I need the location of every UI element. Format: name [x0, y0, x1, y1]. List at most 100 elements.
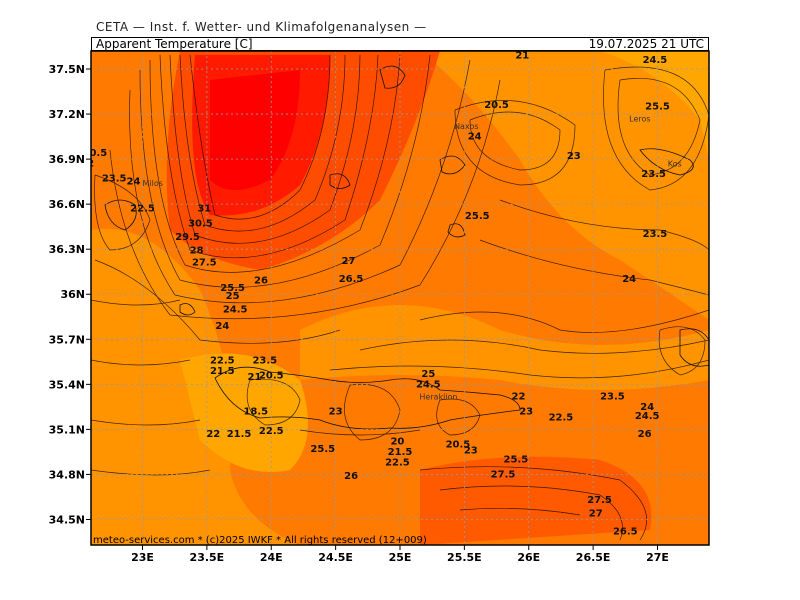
- lat-tick-label: 34.5N: [49, 513, 85, 526]
- contour-label: 20.5: [259, 370, 284, 381]
- lat-tick-label: 35.1N: [49, 423, 85, 436]
- contour-label: 30.5: [188, 219, 213, 230]
- contour-label: 24: [215, 321, 229, 332]
- axis-ticks: 23E 23.5E 24E 24.5E 25E 25.5E 26E 26.5E 27E 37.5N…: [49, 63, 669, 564]
- contour-label: 23: [567, 151, 581, 162]
- lat-tick-label: 37.2N: [49, 108, 85, 121]
- lon-tick-label: 27E: [646, 551, 669, 564]
- island-cyclades-1: [329, 173, 351, 189]
- contour-label: 22: [80, 159, 94, 170]
- island-antikythera: [179, 303, 196, 316]
- lon-tick-label: 26.5E: [576, 551, 611, 564]
- crete-island: [214, 366, 521, 430]
- contour-label: 26.5: [613, 526, 638, 537]
- lon-tick-label: 25.5E: [447, 551, 482, 564]
- contour-label: 27: [589, 508, 603, 519]
- milos-island: [104, 199, 137, 231]
- city-label: Naxos: [454, 122, 478, 131]
- contour-label: 24.5: [416, 379, 441, 390]
- contour-label: 24.5: [643, 55, 668, 66]
- cool-region-northeast: [420, 51, 709, 320]
- rhodes-island: [679, 328, 709, 367]
- contour-label: 21.5: [227, 429, 252, 440]
- lon-tick-label: 24.5E: [318, 551, 353, 564]
- contour-label: 21: [248, 372, 262, 383]
- valid-time: 19.07.2025 21 UTC: [588, 37, 704, 51]
- contour-label: 28: [190, 246, 204, 257]
- contour-label: 26: [254, 276, 268, 287]
- graticule: [91, 51, 709, 545]
- lon-tick-label: 24E: [260, 551, 283, 564]
- lon-tick-label: 26E: [517, 551, 540, 564]
- contour-label: 21.5: [210, 366, 235, 377]
- map-title: Apparent Temperature [C]: [96, 37, 253, 51]
- city-label: Milos: [143, 179, 163, 188]
- contour-label: 20.5: [484, 100, 509, 111]
- contour-label: 27.5: [491, 469, 516, 480]
- city-labels: Milos Heraklion Kos Leros Naxos: [143, 115, 682, 402]
- cool-spot-west-crete: [180, 353, 308, 472]
- contour-label: 23.5: [252, 355, 277, 366]
- contour-label: 27: [342, 256, 356, 267]
- contour-label: 23: [329, 406, 343, 417]
- contour-label: 22.5: [130, 204, 155, 215]
- naxos-island: [439, 155, 466, 175]
- contour-label: 24: [640, 402, 654, 413]
- contour-label: 22.5: [549, 412, 574, 423]
- contour-label: 25.5: [504, 454, 529, 465]
- contour-label: 31: [197, 204, 211, 215]
- city-label: Leros: [629, 115, 650, 124]
- contour-label: 25: [421, 369, 435, 380]
- contour-label: 22: [511, 391, 525, 402]
- copyright-footer: meteo-services.com * (c)2025 IWKF * All …: [93, 535, 427, 546]
- lat-tick-label: 36.6N: [49, 198, 85, 211]
- contour-label: 20.5: [446, 439, 471, 450]
- lat-tick-label: 36.3N: [49, 243, 85, 256]
- contour-label: 29.5: [175, 232, 200, 243]
- contour-label: 25.5: [220, 283, 245, 294]
- lat-tick-label: 35.4N: [49, 378, 85, 391]
- warm-region-south: [420, 456, 652, 545]
- coastlines: [104, 65, 709, 430]
- contour-label: 26: [638, 429, 652, 440]
- lat-tick-label: 37.5N: [49, 63, 85, 76]
- contour-label: 18.5: [243, 406, 268, 417]
- contour-label: 24.5: [635, 411, 660, 422]
- city-label: Heraklion: [419, 392, 457, 401]
- contour-label: 23.5: [643, 229, 668, 240]
- contour-label: 23: [464, 445, 478, 456]
- contour-label: 20.5: [83, 148, 108, 159]
- lat-tick-label: 34.8N: [49, 468, 85, 481]
- hot-core-inner: [210, 70, 300, 190]
- contour-label: 26: [344, 471, 358, 482]
- contour-label: 23.5: [102, 174, 127, 185]
- lat-tick-label: 35.7N: [49, 333, 85, 346]
- contour-label: 27.5: [587, 495, 612, 506]
- contour-label: 22: [206, 429, 220, 440]
- lon-tick-label: 23E: [131, 551, 154, 564]
- cool-band-crete: [300, 305, 709, 390]
- contour-label: 25: [226, 291, 240, 302]
- island-north-1: [379, 65, 406, 89]
- contour-label: 23.5: [600, 391, 625, 402]
- contour-label: 21.5: [388, 447, 413, 458]
- contour-label: 27.5: [192, 258, 217, 269]
- lon-tick-label: 23.5E: [190, 551, 225, 564]
- source-header: CETA — Inst. f. Wetter- und Klimafolgena…: [96, 20, 427, 34]
- contour-label: 23: [519, 406, 533, 417]
- lat-tick-label: 36N: [60, 288, 85, 301]
- island-cyclades-2: [447, 223, 466, 238]
- contour-label: 24.5: [223, 304, 248, 315]
- contour-label: 26.5: [339, 274, 364, 285]
- contour-label: 24: [468, 132, 482, 143]
- contour-label: 25.5: [645, 102, 670, 113]
- contour-label: 24: [622, 274, 636, 285]
- contour-label: 22.5: [259, 426, 284, 437]
- lat-tick-label: 36.9N: [49, 153, 85, 166]
- contour-label: 22.5: [210, 355, 235, 366]
- contour-label: 23.5: [641, 169, 666, 180]
- contour-label: 24: [127, 177, 141, 188]
